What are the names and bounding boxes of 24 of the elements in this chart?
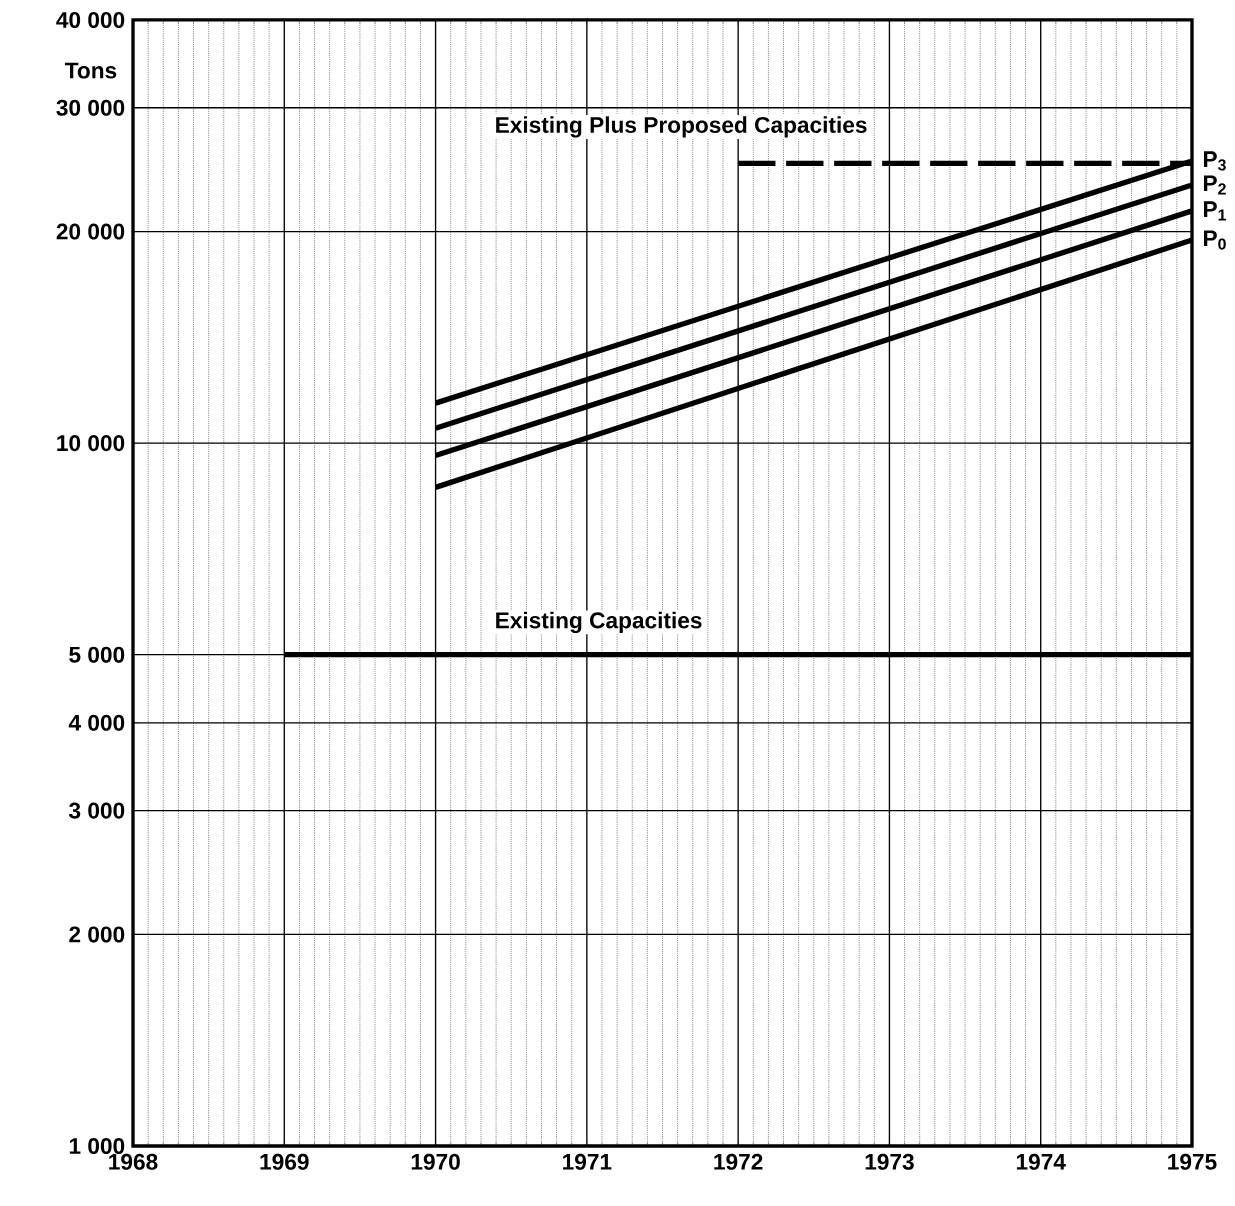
y-axis-title: Tons (64, 62, 117, 79)
y-tick-label: 30 000 (56, 99, 125, 116)
x-tick-label: 1971 (563, 1153, 612, 1170)
y-tick-label: 5 000 (69, 646, 125, 663)
x-tick-label: 1972 (714, 1153, 763, 1170)
x-tick-label: 1975 (1168, 1153, 1217, 1170)
legend-label: P$_{0}$ (1204, 230, 1226, 250)
series-label: P$_{3}$ (1204, 151, 1226, 171)
annotation: Existing Plus Proposed Capacities (496, 116, 867, 138)
y-tick-label: 3 000 (68, 802, 125, 819)
series-label: P$_{2}$ (1204, 175, 1226, 195)
x-tick-label: 1968 (109, 1153, 158, 1170)
x-tick-label: 1969 (260, 1153, 309, 1170)
annotation: Existing Capacities (496, 611, 702, 633)
y-tick-label: 2 000 (69, 926, 125, 943)
y-tick-label: 4 000 (68, 714, 125, 731)
y-tick-label: 10 000 (57, 435, 125, 452)
x-tick-label: 1970 (411, 1153, 460, 1170)
y-tick-label: 20 000 (56, 223, 125, 240)
y-tick-label: 40 000 (56, 11, 125, 28)
y-tick-label: 1 000 (69, 1137, 125, 1154)
x-tick-label: 1974 (1016, 1153, 1066, 1170)
x-tick-label: 1973 (865, 1153, 914, 1170)
series-label: P$_{1}$ (1204, 201, 1226, 221)
